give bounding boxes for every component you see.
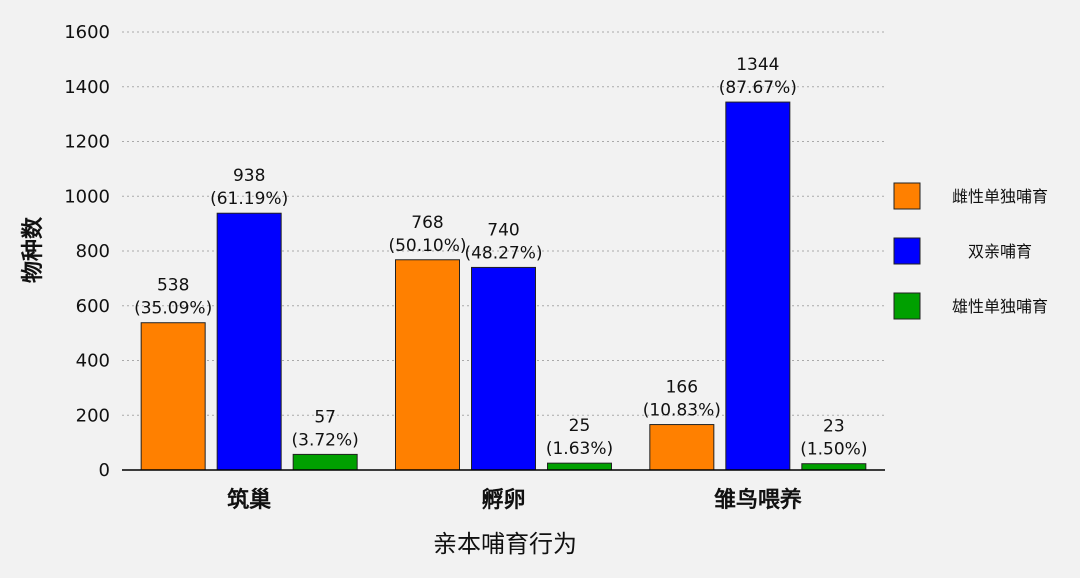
data-label-value-0-0: 538	[157, 276, 189, 296]
bar-0-1	[216, 212, 282, 471]
data-label-percent-0-2: (3.72%)	[292, 430, 359, 450]
legend-swatch-2	[893, 292, 921, 320]
data-label-value-1-2: 25	[569, 416, 591, 436]
bars	[140, 101, 867, 471]
data-label-value-2-0: 166	[666, 378, 698, 398]
data-label-value-2-1: 1344	[736, 55, 779, 75]
data-label-value-2-2: 23	[823, 417, 845, 437]
x-axis-title: 亲本哺育行为	[433, 530, 577, 558]
x-category-label-2: 雏鸟喂养	[714, 487, 802, 513]
x-category-label-1: 孵卵	[481, 487, 525, 513]
data-label-percent-1-0: (50.10%)	[388, 236, 466, 256]
bar-2-0	[649, 424, 715, 471]
y-tick-label-200: 200	[76, 405, 110, 426]
bar-1-2	[547, 462, 612, 471]
bar-1-0	[395, 259, 460, 471]
bar-2-1	[725, 101, 791, 471]
legend-label-2: 雄性单独哺育	[952, 297, 1048, 316]
y-tick-label-1600: 1600	[64, 22, 110, 43]
data-label-percent-1-1: (48.27%)	[464, 243, 542, 263]
y-axis-ticks: 0 200 400 600 800 1000 1200 1400 1600	[64, 22, 110, 481]
y-tick-label-600: 600	[76, 296, 110, 317]
legend-label-1: 双亲哺育	[968, 242, 1032, 261]
bar-1-1	[471, 266, 536, 471]
data-label-percent-2-2: (1.50%)	[800, 440, 867, 460]
data-label-percent-0-1: (61.19%)	[210, 189, 288, 209]
data-label-percent-2-1: (87.67%)	[719, 78, 797, 98]
data-label-percent-1-2: (1.63%)	[546, 439, 613, 459]
data-label-percent-0-0: (35.09%)	[134, 299, 212, 319]
bar-2-2	[801, 463, 867, 471]
y-axis-title: 物种数	[20, 216, 46, 283]
bar-0-2	[292, 453, 358, 471]
data-label-value-0-2: 57	[314, 407, 336, 427]
legend-label-0: 雌性单独哺育	[952, 187, 1048, 206]
bar-0-0	[140, 322, 206, 471]
y-tick-label-400: 400	[76, 351, 110, 372]
x-axis-categories: 筑巢 孵卵 雏鸟喂养	[227, 487, 802, 513]
data-label-value-0-1: 938	[233, 166, 265, 186]
data-label-percent-2-0: (10.83%)	[643, 401, 721, 421]
data-label-value-1-1: 740	[487, 220, 519, 240]
y-tick-label-800: 800	[76, 241, 110, 262]
data-labels: 538 (35.09%) 938 (61.19%) 57 (3.72%) 768 (50.10…	[134, 55, 867, 460]
legend-swatch-0	[893, 182, 921, 210]
y-tick-label-1000: 1000	[64, 186, 110, 207]
x-category-label-0: 筑巢	[227, 487, 271, 513]
y-tick-label-1200: 1200	[64, 132, 110, 153]
y-tick-label-1400: 1400	[64, 77, 110, 98]
y-tick-label-0: 0	[99, 460, 110, 481]
data-label-value-1-0: 768	[411, 213, 443, 233]
legend-swatch-1	[893, 237, 921, 265]
